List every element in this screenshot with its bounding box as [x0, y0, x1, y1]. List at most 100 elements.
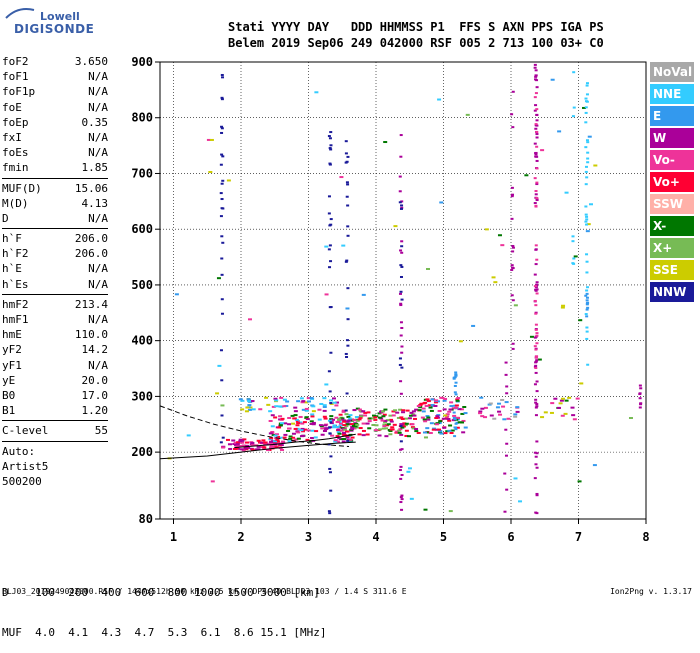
param-name: hmF1 [2, 313, 29, 326]
echo-point [303, 428, 308, 431]
echo-point [287, 427, 292, 430]
echo-point [535, 494, 539, 497]
echo-point [234, 444, 239, 447]
param-row: foF1 N/A [2, 69, 108, 84]
echo-point [354, 426, 359, 429]
param-separator [2, 440, 108, 442]
echo-point [323, 417, 328, 420]
echo-point [534, 328, 538, 331]
echo-point [584, 106, 588, 109]
echo-point [404, 422, 409, 425]
echo-point [458, 340, 463, 343]
echo-point [510, 113, 514, 116]
echo-point [398, 363, 402, 366]
echo-point [584, 213, 588, 216]
echo-point [420, 416, 425, 419]
version-label: Ion2Png v. 1.3.17 [610, 587, 692, 596]
echo-point [345, 307, 350, 310]
echo-point [261, 439, 266, 442]
param-row: h`E N/A [2, 261, 108, 276]
param-name: M(D) [2, 196, 29, 210]
echo-point [497, 402, 502, 405]
echo-point [412, 414, 417, 417]
echo-point [367, 420, 372, 423]
echo-point [335, 401, 340, 404]
echo-point [442, 399, 447, 402]
echo-point [411, 413, 416, 416]
echo-point [534, 323, 538, 326]
echo-point [572, 418, 577, 421]
echo-point [399, 134, 403, 137]
echo-point [638, 384, 642, 387]
echo-point [455, 398, 460, 401]
echo-point [327, 195, 331, 198]
echo-point [533, 66, 537, 69]
echo-point [314, 91, 319, 94]
echo-point [535, 492, 539, 495]
autoscaling-text: 500200 [2, 474, 42, 488]
echo-point [572, 257, 576, 260]
echo-point [221, 179, 225, 182]
echo-point [480, 407, 485, 410]
echo-point [585, 302, 589, 305]
echo-point [334, 404, 339, 407]
echo-point [220, 404, 225, 407]
echo-point [429, 422, 434, 425]
echo-point [399, 249, 403, 252]
echo-point [518, 500, 523, 503]
echo-point [454, 373, 458, 376]
echo-point [266, 403, 271, 406]
header-columns: Stati YYYY DAY DDD HHMMSS P1 FFS S AXN P… [228, 20, 604, 34]
param-value: 20.0 [81, 373, 109, 387]
echo-point [391, 414, 396, 417]
x-tick-label: 7 [575, 530, 582, 544]
echo-point [586, 223, 591, 226]
echo-point [331, 426, 336, 429]
echo-point [396, 416, 401, 419]
echo-point [359, 415, 364, 418]
echo-point [245, 441, 250, 444]
echo-point [278, 443, 283, 446]
echo-point [240, 439, 245, 442]
echo-point [535, 145, 539, 148]
param-name: MUF(D) [2, 181, 42, 195]
echo-point [638, 397, 642, 400]
echo-point [346, 183, 350, 186]
echo-point [454, 371, 458, 374]
echo-point [534, 151, 538, 154]
param-row: foEs N/A [2, 145, 108, 160]
echo-point [309, 397, 314, 400]
echo-point [585, 215, 589, 218]
echo-point [585, 84, 589, 87]
echo-point [250, 442, 255, 445]
echo-point [386, 423, 391, 426]
echo-point [461, 431, 466, 434]
echo-point [471, 324, 476, 327]
echo-point [361, 422, 366, 425]
echo-point [358, 416, 363, 419]
param-name: B1 [2, 404, 16, 418]
echo-point [572, 71, 576, 74]
echo-point [377, 416, 382, 419]
echo-point [592, 464, 597, 467]
echo-point [399, 155, 403, 158]
echo-point [511, 90, 515, 93]
echo-point [344, 420, 349, 423]
echo-point [294, 438, 299, 441]
echo-point [435, 422, 440, 425]
echo-point [582, 106, 587, 109]
echo-point [445, 430, 450, 433]
echo-point [329, 148, 333, 151]
echo-point [346, 287, 350, 290]
echo-point [534, 360, 538, 363]
echo-point [341, 410, 346, 413]
echo-point [220, 257, 224, 260]
echo-point [247, 400, 252, 403]
param-value: 1.20 [81, 404, 109, 418]
echo-point [534, 289, 538, 292]
echo-point [424, 404, 429, 407]
echo-point [377, 434, 382, 437]
echo-point [277, 426, 282, 429]
echo-point [329, 351, 333, 354]
echo-point [434, 399, 439, 402]
